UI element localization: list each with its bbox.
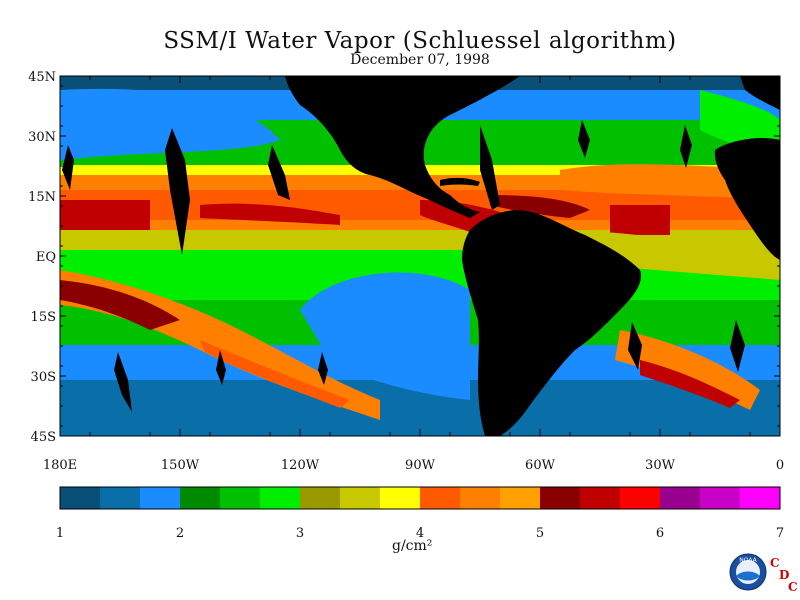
lat-label: 15N xyxy=(28,190,56,205)
colorbar-swatch xyxy=(180,487,221,509)
colorbar-frame xyxy=(59,486,781,510)
lon-label: 120W xyxy=(281,458,320,473)
colorbar-tick-label: 4 xyxy=(416,526,424,541)
colorbar-swatch xyxy=(740,487,781,509)
colorbar-swatch xyxy=(580,487,621,509)
noaa-logo: NOAA xyxy=(729,553,767,591)
colorbar-tick-label: 3 xyxy=(296,526,304,541)
lon-label: 150W xyxy=(161,458,200,473)
colorbar-swatch xyxy=(140,487,181,509)
lat-label: 15S xyxy=(31,310,56,325)
colorbar-swatch xyxy=(660,487,701,509)
noaa-logo-text: NOAA xyxy=(739,557,757,564)
lon-label: 180E xyxy=(43,458,77,473)
colorbar: 1 2 3 4 5 6 7 xyxy=(56,486,784,541)
colorbar-swatch xyxy=(620,487,661,509)
cdc-letter-2: D xyxy=(779,568,790,582)
colorbar-swatch xyxy=(60,487,101,509)
colorbar-tick-label: 2 xyxy=(176,526,184,541)
lon-label: 90W xyxy=(405,458,436,473)
colorbar-swatch xyxy=(260,487,301,509)
lat-label: 30S xyxy=(31,370,56,385)
colorbar-tick-label: 6 xyxy=(656,526,664,541)
cdc-letter-1: C xyxy=(770,556,780,570)
lon-label: 60W xyxy=(525,458,556,473)
colorbar-swatch xyxy=(700,487,741,509)
colorbar-swatch xyxy=(420,487,461,509)
colorbar-tick-label: 5 xyxy=(536,526,544,541)
lon-label: 0 xyxy=(776,458,784,473)
longitude-axis: 180E 150W 120W 90W 60W 30W 0 xyxy=(43,76,784,473)
colorbar-swatch xyxy=(220,487,261,509)
lat-label: EQ xyxy=(36,250,56,265)
map-date: December 07, 1998 xyxy=(350,52,490,68)
map-title: SSM/I Water Vapor (Schluessel algorithm) xyxy=(163,28,677,54)
colorbar-swatch xyxy=(300,487,341,509)
lon-label: 30W xyxy=(645,458,676,473)
map-field xyxy=(60,76,780,436)
lat-label: 45S xyxy=(31,430,56,445)
latitude-axis: 45N 30N 15N EQ 15S 30S 45S xyxy=(28,70,780,445)
colorbar-tick-label: 7 xyxy=(776,526,784,541)
colorbar-swatch xyxy=(500,487,541,509)
colorbar-swatch xyxy=(540,487,581,509)
lat-label: 45N xyxy=(28,70,56,85)
lat-label: 30N xyxy=(28,130,56,145)
colorbar-swatch xyxy=(100,487,141,509)
colorbar-swatch xyxy=(380,487,421,509)
cdc-letter-3: C xyxy=(788,580,798,594)
colorbar-swatch xyxy=(340,487,381,509)
colorbar-tick-label: 1 xyxy=(56,526,64,541)
colorbar-swatch xyxy=(460,487,501,509)
colorbar-units: g/cm² xyxy=(392,538,433,554)
